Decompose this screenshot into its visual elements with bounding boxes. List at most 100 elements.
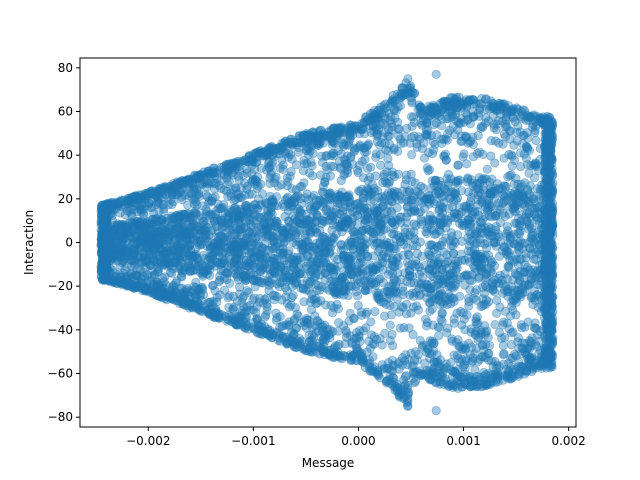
- scatter-point: [480, 251, 490, 261]
- scatter-point: [409, 219, 419, 229]
- scatter-point: [177, 265, 187, 276]
- scatter-point: [545, 255, 555, 265]
- scatter-point: [488, 186, 498, 196]
- scatter-point: [492, 208, 502, 218]
- scatter-point: [138, 227, 148, 237]
- scatter-point: [522, 216, 532, 226]
- scatter-point: [351, 236, 362, 246]
- scatter-point: [229, 257, 239, 268]
- scatter-point: [331, 204, 342, 214]
- scatter-point: [295, 260, 305, 270]
- scatter-point: [205, 260, 215, 271]
- scatter-point: [279, 237, 289, 247]
- scatter-point: [470, 288, 480, 298]
- scatter-point: [402, 276, 412, 286]
- scatter-point: [498, 340, 508, 351]
- scatter-point: [355, 245, 365, 255]
- scatter-point: [519, 190, 529, 200]
- scatter-point: [376, 220, 387, 231]
- scatter-point: [190, 194, 200, 205]
- scatter-point: [260, 251, 270, 261]
- scatter-point: [331, 265, 341, 275]
- scatter-point: [430, 229, 440, 239]
- scatter-point: [186, 245, 196, 255]
- scatter-point: [198, 225, 208, 235]
- scatter-point: [343, 216, 353, 226]
- scatter-point: [263, 211, 273, 221]
- scatter-point: [127, 224, 137, 234]
- scatter-point: [307, 246, 317, 256]
- scatter-point: [355, 186, 365, 196]
- scatter-point: [123, 223, 133, 233]
- scatter-point: [243, 181, 253, 191]
- scatter-point: [482, 226, 492, 236]
- scatter-point: [424, 265, 434, 275]
- scatter-point: [178, 214, 188, 224]
- scatter-point: [186, 266, 196, 276]
- scatter-point: [182, 241, 192, 251]
- plot-area: [80, 58, 576, 427]
- scatter-point: [415, 335, 425, 345]
- scatter-point: [349, 240, 359, 250]
- scatter-point: [271, 229, 281, 239]
- scatter-point: [306, 157, 316, 167]
- scatter-point: [363, 140, 373, 150]
- scatter-point: [384, 125, 394, 135]
- scatter-point: [306, 246, 316, 256]
- scatter-point: [240, 235, 250, 246]
- scatter-point: [514, 275, 525, 285]
- scatter-point: [498, 198, 508, 208]
- scatter-point: [266, 268, 277, 278]
- scatter-point: [385, 335, 395, 346]
- scatter-point: [417, 216, 427, 226]
- scatter-point: [229, 212, 239, 222]
- scatter-point: [261, 253, 271, 263]
- scatter-point: [524, 265, 535, 275]
- scatter-point: [102, 227, 112, 238]
- scatter-point: [257, 243, 267, 253]
- scatter-point: [380, 191, 391, 201]
- scatter-point: [370, 187, 380, 197]
- scatter-point: [491, 377, 501, 387]
- scatter-point: [390, 113, 400, 123]
- scatter-point: [383, 286, 393, 296]
- scatter-point: [309, 190, 319, 200]
- scatter-point: [251, 176, 261, 186]
- scatter-point: [477, 260, 487, 270]
- scatter-point: [111, 236, 121, 246]
- scatter-point: [489, 237, 499, 247]
- scatter-point: [407, 259, 417, 269]
- scatter-point: [281, 276, 292, 287]
- scatter-point: [474, 262, 485, 272]
- scatter-point: [321, 172, 331, 183]
- scatter-point: [214, 250, 224, 260]
- scatter-point: [425, 353, 435, 363]
- scatter-point: [528, 299, 538, 310]
- scatter-point: [192, 265, 202, 275]
- scatter-point: [414, 290, 424, 301]
- scatter-point: [439, 275, 449, 285]
- scatter-point: [538, 268, 548, 278]
- scatter-point: [540, 266, 551, 276]
- scatter-point: [139, 226, 149, 237]
- scatter-point: [503, 291, 513, 301]
- scatter-point: [503, 287, 513, 297]
- scatter-point: [427, 149, 438, 159]
- scatter-point: [524, 208, 534, 219]
- scatter-point: [343, 251, 353, 262]
- scatter-point: [271, 172, 281, 182]
- scatter-point: [185, 211, 195, 221]
- scatter-point: [184, 255, 194, 266]
- scatter-point: [463, 293, 474, 303]
- scatter-point: [136, 243, 146, 253]
- scatter-point: [116, 244, 126, 254]
- scatter-point: [374, 221, 384, 231]
- scatter-point: [290, 279, 301, 289]
- scatter-point: [146, 223, 156, 234]
- scatter-point: [255, 266, 265, 276]
- scatter-point: [306, 213, 317, 223]
- scatter-point: [434, 206, 444, 216]
- scatter-point: [406, 195, 416, 205]
- scatter-point: [111, 233, 121, 244]
- scatter-point: [528, 194, 539, 204]
